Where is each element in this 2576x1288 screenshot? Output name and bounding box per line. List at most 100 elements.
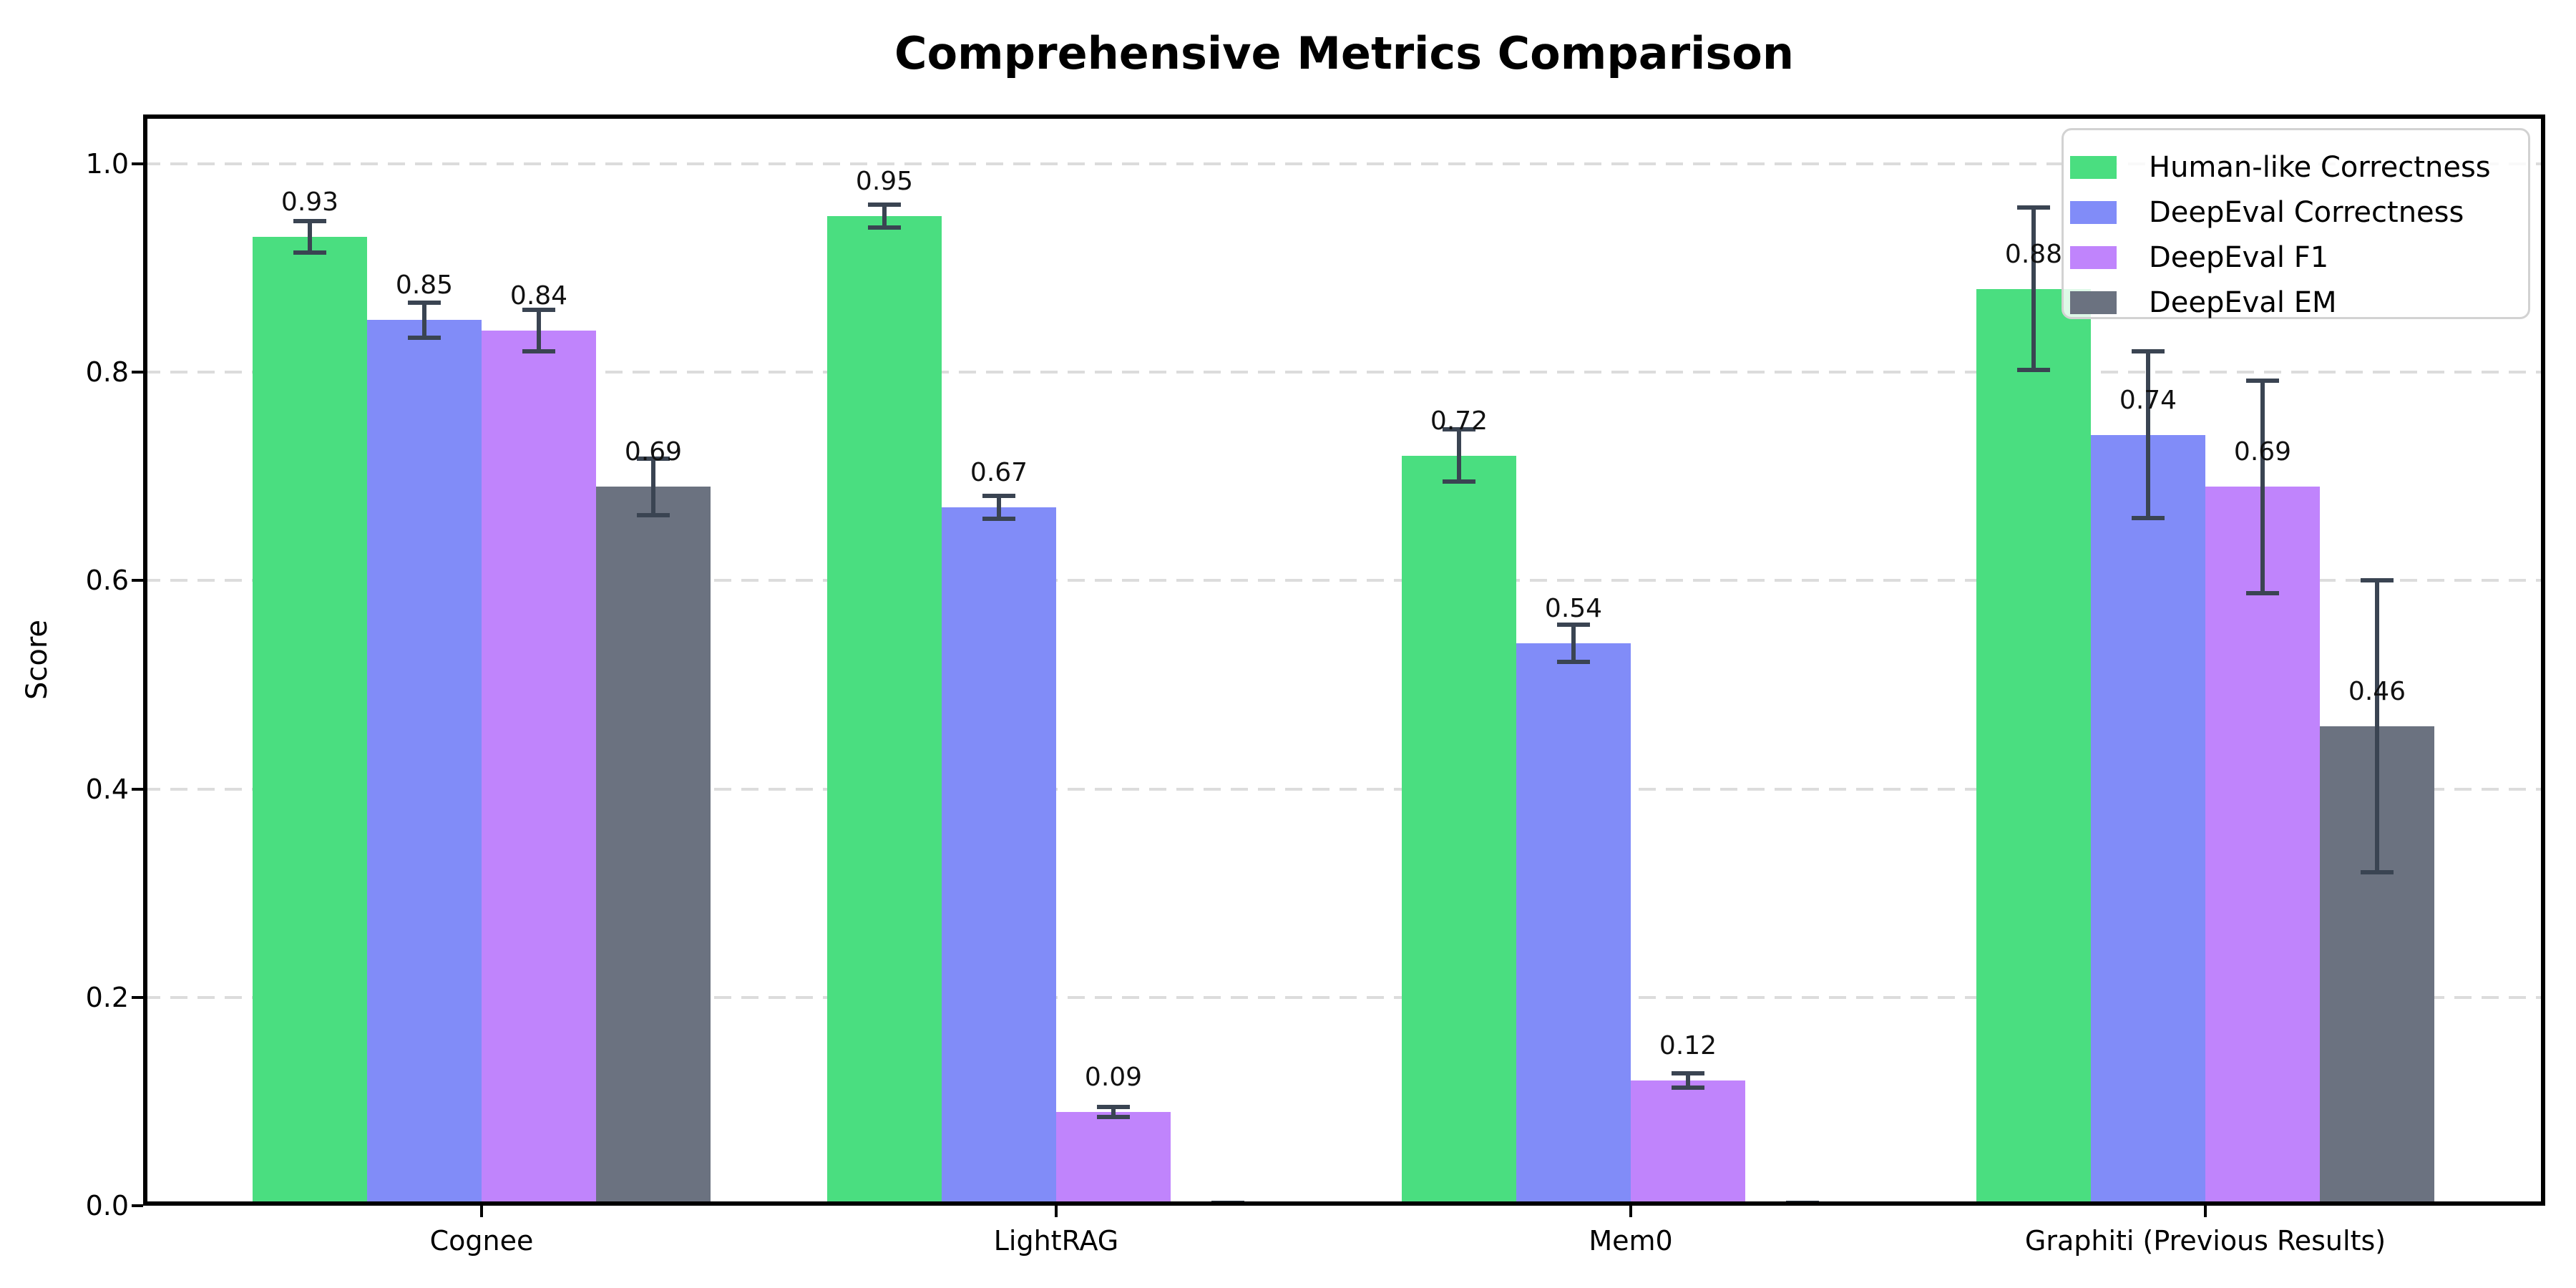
- error-bar: [422, 302, 426, 338]
- legend-swatch: [2070, 155, 2117, 179]
- error-bar-cap-top: [408, 300, 441, 305]
- error-bar-cap-top: [637, 457, 670, 462]
- error-bar-cap-top: [293, 219, 326, 224]
- error-bar: [2031, 208, 2036, 371]
- bar-value-label: 0.95: [855, 166, 914, 196]
- error-bar-cap-top: [2132, 349, 2165, 354]
- y-tick-label: 0.8: [85, 356, 129, 389]
- bar: [1976, 288, 2091, 1206]
- gridline: [143, 371, 2545, 374]
- error-bar-cap-bottom: [982, 517, 1015, 522]
- bar-value-label: 0.12: [1659, 1031, 1717, 1061]
- bar: [1516, 643, 1631, 1206]
- bar-value-label: 0.69: [624, 437, 683, 467]
- x-tick-label: Mem0: [1589, 1225, 1673, 1257]
- error-bar: [882, 204, 887, 228]
- bar: [253, 236, 367, 1206]
- legend-swatch: [2070, 291, 2117, 314]
- bar-value-label: 0.74: [2119, 385, 2177, 415]
- error-bar-cap-top: [2017, 205, 2050, 210]
- legend-entry: DeepEval EM: [2070, 280, 2528, 325]
- bar: [1402, 455, 1516, 1206]
- error-bar-cap-top: [1786, 1200, 1819, 1205]
- error-bar-cap-top: [1443, 427, 1475, 432]
- bar: [1056, 1111, 1171, 1206]
- x-tick-label: Graphiti (Previous Results): [2024, 1225, 2386, 1257]
- bar: [2091, 434, 2205, 1206]
- y-tick-mark: [132, 371, 143, 374]
- error-bar-cap-bottom: [1097, 1115, 1130, 1120]
- legend-label: Human-like Correctness: [2149, 150, 2491, 184]
- error-bar-cap-bottom: [408, 336, 441, 341]
- error-bar: [2375, 580, 2379, 873]
- error-bar: [997, 496, 1001, 519]
- legend-label: DeepEval Correctness: [2149, 195, 2464, 229]
- y-tick-mark: [132, 162, 143, 165]
- bar: [367, 320, 482, 1206]
- bar: [1631, 1080, 1745, 1206]
- y-tick-mark: [132, 1204, 143, 1207]
- error-bar-cap-top: [868, 202, 901, 207]
- y-tick-mark: [132, 995, 143, 999]
- legend-label: DeepEval EM: [2149, 286, 2337, 319]
- error-bar: [308, 221, 312, 253]
- error-bar-cap-bottom: [1443, 479, 1475, 484]
- x-tick-label: Cognee: [429, 1225, 534, 1257]
- y-tick-mark: [132, 787, 143, 791]
- error-bar-cap-top: [1211, 1200, 1244, 1205]
- bar-value-label: 0.67: [970, 458, 1028, 488]
- error-bar: [537, 309, 541, 352]
- bar: [482, 330, 596, 1206]
- bar-value-label: 0.54: [1544, 593, 1603, 623]
- gridline: [143, 787, 2545, 791]
- y-tick-label: 0.2: [85, 981, 129, 1013]
- error-bar-cap-top: [1672, 1071, 1704, 1076]
- legend-entry: DeepEval F1: [2070, 235, 2528, 280]
- error-bar-cap-bottom: [1557, 659, 1590, 664]
- legend-entry: DeepEval Correctness: [2070, 190, 2528, 235]
- error-bar-cap-top: [522, 307, 555, 312]
- y-tick-mark: [132, 579, 143, 582]
- y-tick-label: 0.4: [85, 773, 129, 805]
- bar-value-label: 0.72: [1430, 406, 1488, 436]
- y-tick-label: 1.0: [85, 148, 129, 180]
- x-tick-mark: [1629, 1206, 1632, 1217]
- bar-value-label: 0.84: [509, 280, 568, 311]
- bar-value-label: 0.85: [395, 270, 454, 301]
- bar-value-label: 0.46: [2348, 677, 2406, 707]
- error-bar-cap-bottom: [2246, 590, 2279, 595]
- y-axis-label: Score: [21, 619, 54, 701]
- bar: [942, 507, 1056, 1206]
- legend-swatch: [2070, 245, 2117, 269]
- error-bar: [1111, 1106, 1116, 1118]
- legend: Human-like Correctness DeepEval Correctne…: [2062, 128, 2530, 319]
- error-bar-cap-bottom: [2017, 368, 2050, 373]
- legend-label: DeepEval F1: [2149, 240, 2329, 274]
- error-bar: [1571, 624, 1576, 662]
- x-tick-label: LightRAG: [993, 1225, 1119, 1257]
- chart-title: Comprehensive Metrics Comparison: [894, 27, 1795, 79]
- x-tick-mark: [1055, 1206, 1058, 1217]
- error-bar: [1686, 1073, 1690, 1088]
- error-bar-cap-top: [982, 494, 1015, 499]
- error-bar-cap-bottom: [522, 349, 555, 354]
- error-bar-cap-top: [1557, 622, 1590, 627]
- error-bar: [1457, 429, 1461, 482]
- x-tick-mark: [2204, 1206, 2207, 1217]
- legend-swatch: [2070, 200, 2117, 224]
- error-bar-cap-top: [2361, 578, 2394, 583]
- bar: [2205, 487, 2320, 1206]
- error-bar-cap-bottom: [2361, 870, 2394, 875]
- bar-value-label: 0.88: [2004, 239, 2063, 269]
- error-bar-cap-bottom: [868, 225, 901, 230]
- bar: [596, 487, 711, 1206]
- bar: [827, 215, 942, 1206]
- error-bar-cap-bottom: [2132, 516, 2165, 521]
- bar-value-label: 0.93: [280, 187, 339, 217]
- error-bar: [2260, 380, 2265, 593]
- bar-value-label: 0.69: [2233, 437, 2292, 467]
- bar-value-label: 0.09: [1084, 1062, 1143, 1092]
- error-bar: [651, 459, 655, 515]
- x-tick-mark: [480, 1206, 483, 1217]
